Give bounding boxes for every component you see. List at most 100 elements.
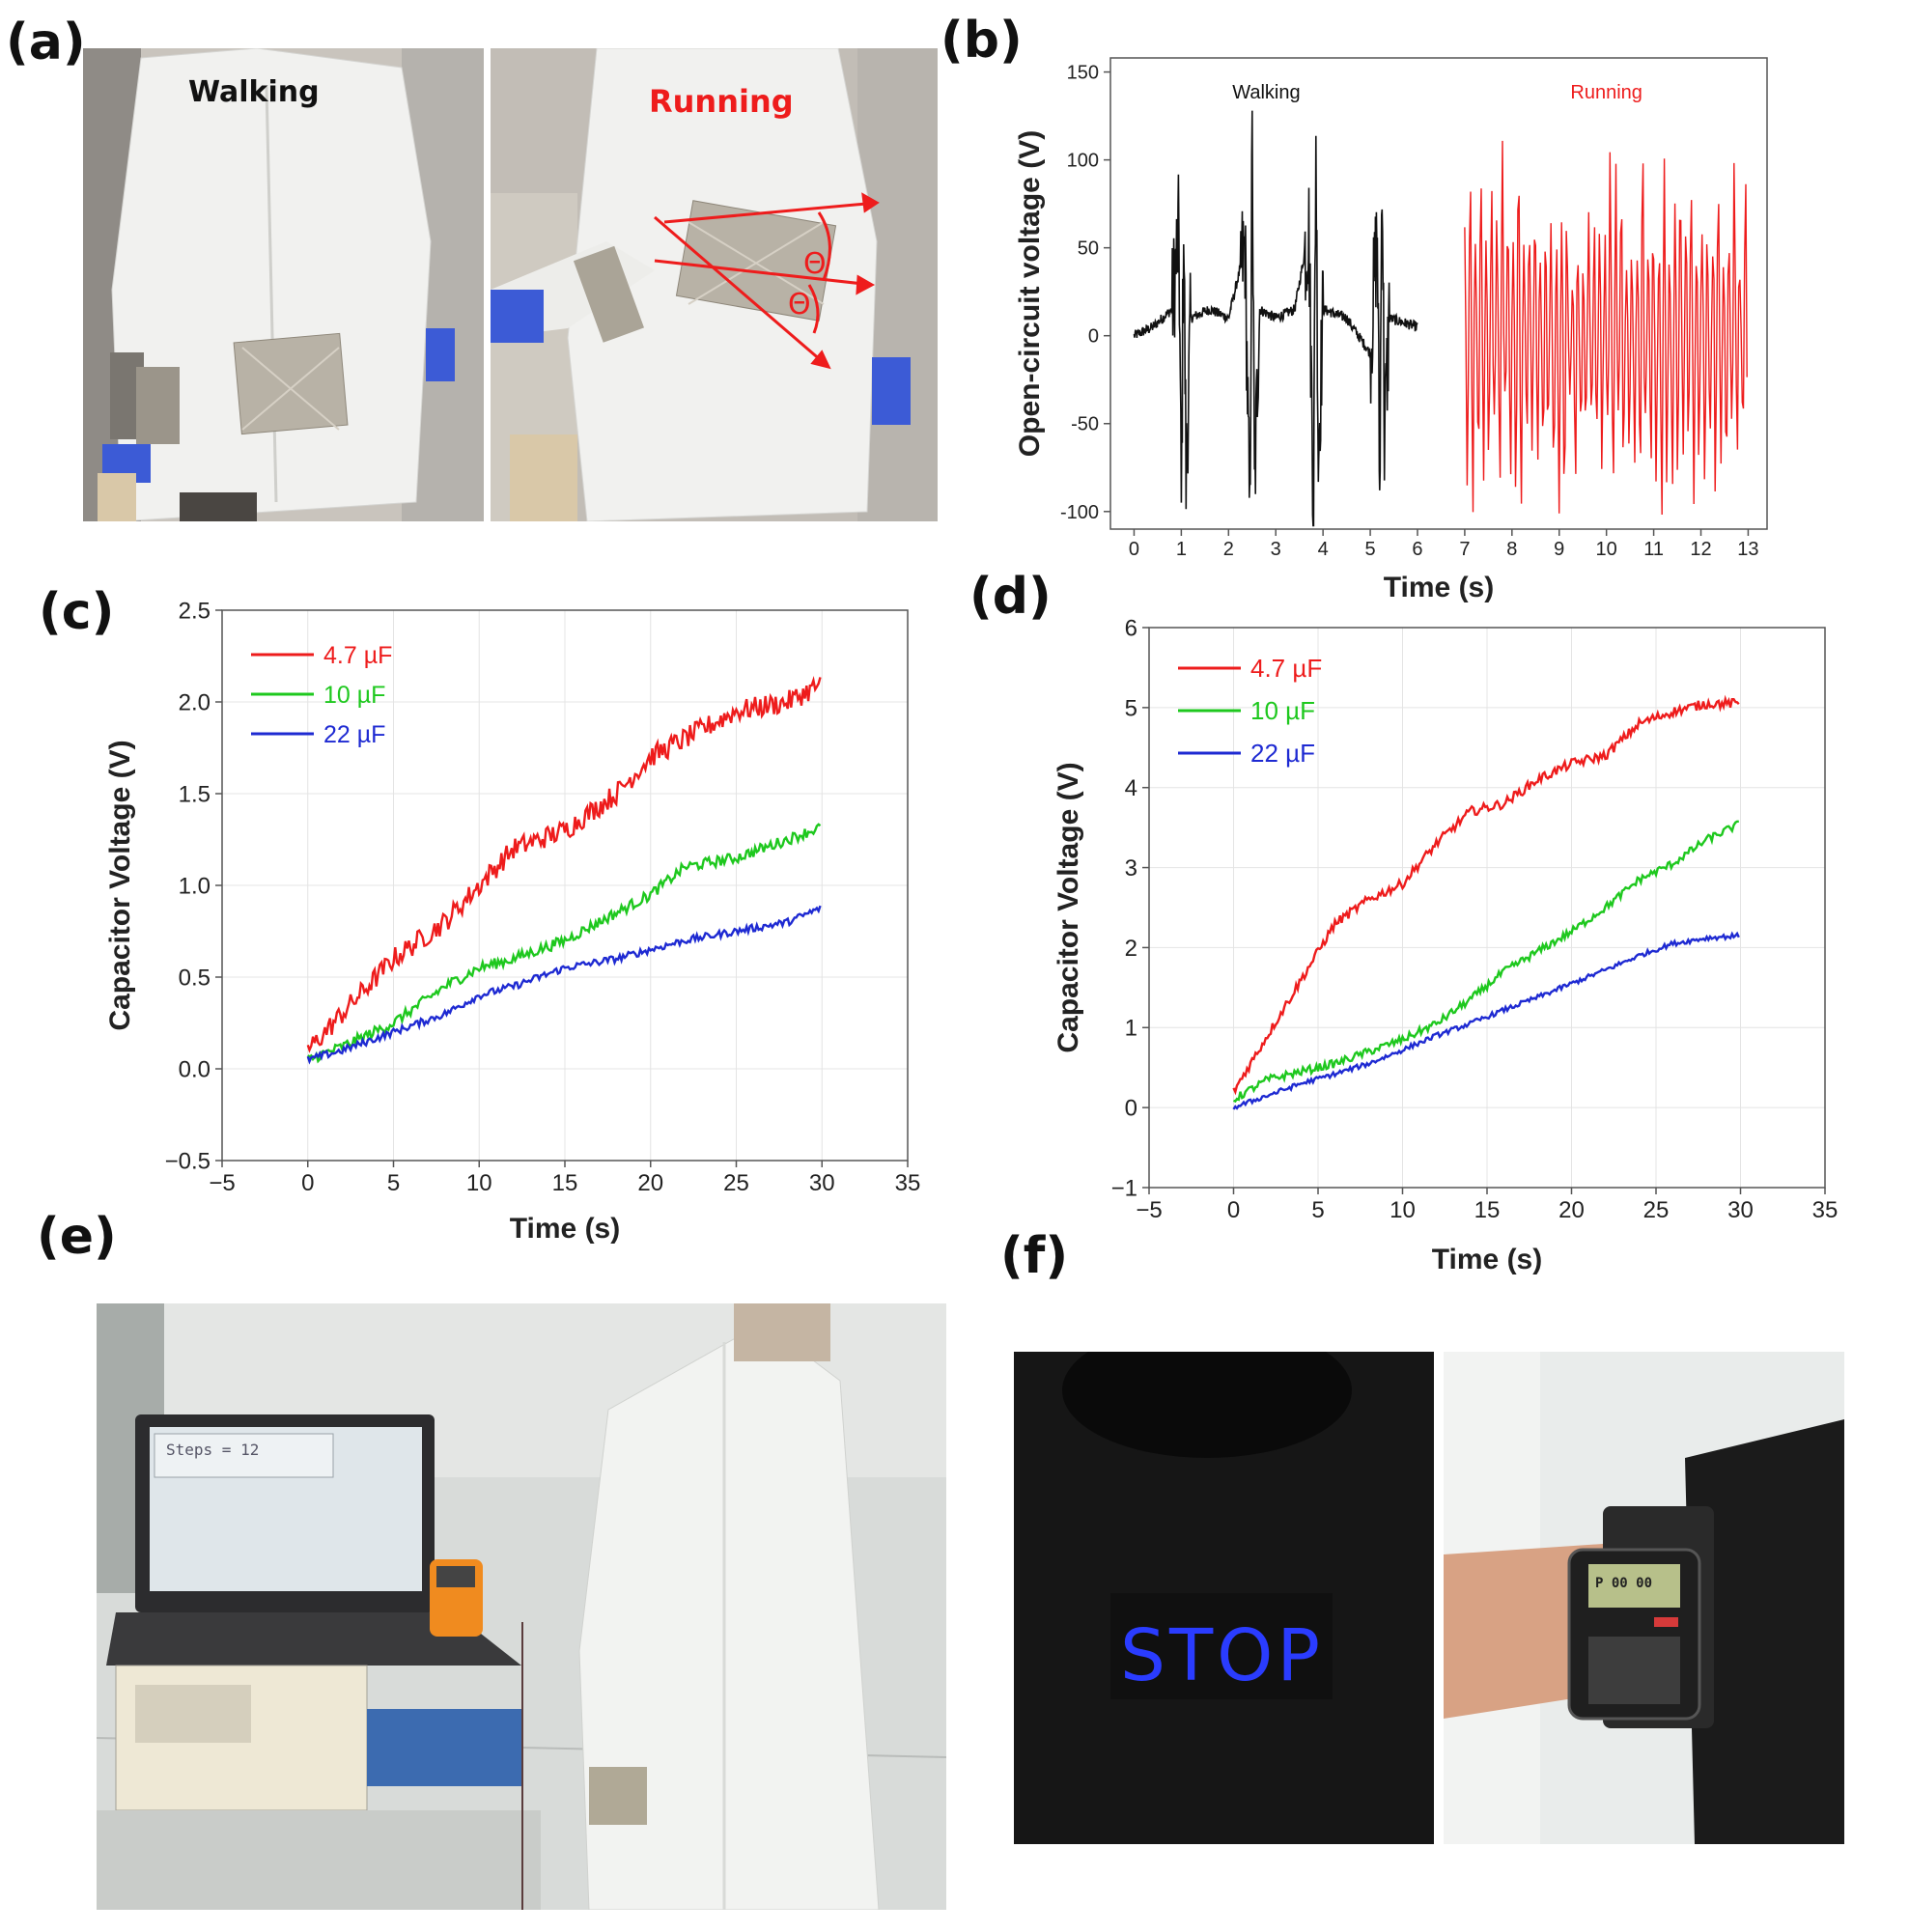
panel-label-d: (d) xyxy=(969,568,1052,626)
calculator-watch xyxy=(1567,1548,1701,1721)
x-tick-label: 0 xyxy=(1129,539,1139,560)
y-tick-label: −1 xyxy=(1111,1175,1137,1201)
y-tick-label: -100 xyxy=(1060,502,1099,523)
panel-label-a: (a) xyxy=(6,14,86,71)
x-tick-label: 13 xyxy=(1737,539,1758,560)
y-tick-label: 50 xyxy=(1078,238,1099,260)
y-tick-label: 5 xyxy=(1125,695,1137,721)
x-tick-label: 7 xyxy=(1459,539,1470,560)
x-tick-label: 6 xyxy=(1412,539,1422,560)
led-display-photo xyxy=(1014,1352,1434,1844)
panel-label-e: (e) xyxy=(37,1208,117,1266)
x-tick-label: 10 xyxy=(1596,539,1617,560)
y-tick-label: 2.0 xyxy=(179,689,211,715)
x-axis-title: Time (s) xyxy=(1432,1244,1542,1275)
open-circuit-voltage-chart: 0 1 2 3 4 5 6 7 8 9 10 11 12 13 -100 -50 0 50 100 150 Time (… xyxy=(1004,39,1806,608)
x-tick-label: 1 xyxy=(1176,539,1187,560)
y-tick-label: 0.0 xyxy=(179,1056,211,1082)
running-photo xyxy=(491,48,938,521)
series-line-0 xyxy=(306,676,822,1053)
x-tick-label: 4 xyxy=(1318,539,1329,560)
series-walking-line xyxy=(1133,110,1418,527)
series-line-2 xyxy=(1232,931,1740,1110)
x-tick-label: 11 xyxy=(1643,539,1664,560)
x-tick-label: −5 xyxy=(209,1170,235,1196)
walking-label: Walking xyxy=(188,75,320,109)
y-tick-label: 3 xyxy=(1125,855,1137,882)
angle-symbol-lower: Θ xyxy=(788,288,811,322)
x-tick-label: 12 xyxy=(1690,539,1711,560)
x-tick-label: 35 xyxy=(895,1170,921,1196)
panel-label-b: (b) xyxy=(940,12,1023,70)
y-tick-label: 1.5 xyxy=(179,781,211,807)
legend-label-2: 22 µF xyxy=(323,721,385,748)
x-tick-label: 10 xyxy=(1390,1197,1416,1223)
x-tick-label: 30 xyxy=(809,1170,835,1196)
plot-frame xyxy=(1109,57,1768,530)
x-tick-label: 20 xyxy=(1558,1197,1585,1223)
y-tick-label: 0 xyxy=(1125,1096,1137,1122)
x-axis-title: Time (s) xyxy=(510,1213,620,1245)
y-tick-label: 0 xyxy=(1088,326,1099,348)
series-line-1 xyxy=(1233,820,1739,1104)
step-counter-setup-photo xyxy=(97,1303,946,1910)
x-tick-label: 10 xyxy=(466,1170,492,1196)
x-tick-label: 20 xyxy=(637,1170,663,1196)
y-tick-label: -50 xyxy=(1071,414,1099,435)
x-tick-label: 2 xyxy=(1223,539,1234,560)
panel-label-c: (c) xyxy=(39,583,115,641)
annotation-running: Running xyxy=(1570,82,1642,103)
x-tick-label: 25 xyxy=(1643,1197,1670,1223)
series-running-line xyxy=(1464,140,1748,516)
y-tick-label: −0.5 xyxy=(165,1148,211,1174)
y-tick-label: 6 xyxy=(1125,618,1137,641)
y-axis-title: Capacitor Voltage (V) xyxy=(1053,762,1084,1052)
led-stop-text: STOP xyxy=(1120,1614,1325,1697)
legend-label-2: 22 µF xyxy=(1250,739,1315,768)
y-tick-label: 150 xyxy=(1067,63,1099,84)
capacitor-charging-walking-chart: −5 0 5 10 15 20 25 30 35 −0.5 0.0 0.5 1.0 1.5 2.0 2.5 Ti… xyxy=(97,597,956,1253)
bending-angle-arrows xyxy=(654,192,880,370)
y-tick-label: 1.0 xyxy=(179,873,211,899)
panel-label-f: (f) xyxy=(1000,1227,1069,1285)
x-tick-label: 15 xyxy=(1474,1197,1501,1223)
multimeter xyxy=(430,1559,483,1637)
watch-display-text: P 00 00 xyxy=(1595,1576,1653,1591)
y-tick-label: 2 xyxy=(1125,936,1137,962)
x-tick-label: 15 xyxy=(552,1170,578,1196)
y-axis-title: Capacitor Voltage (V) xyxy=(104,740,136,1030)
x-tick-label: 25 xyxy=(723,1170,749,1196)
series-line-0 xyxy=(1232,694,1740,1096)
x-tick-label: 30 xyxy=(1727,1197,1754,1223)
y-tick-label: 100 xyxy=(1067,151,1099,172)
capacitor-charging-running-chart: −5 0 5 10 15 20 25 30 35 −1 0 1 2 3 4 5 6 Time (s) Capacit… xyxy=(1043,618,1893,1284)
y-tick-label: 4 xyxy=(1125,775,1137,801)
laptop-screen-text: Steps = 12 xyxy=(166,1441,260,1459)
x-tick-label: 0 xyxy=(1227,1197,1240,1223)
x-tick-label: 35 xyxy=(1812,1197,1839,1223)
x-tick-label: 3 xyxy=(1271,539,1281,560)
y-tick-label: 2.5 xyxy=(179,598,211,624)
series-line-1 xyxy=(307,823,822,1064)
x-axis-title: Time (s) xyxy=(1384,572,1494,603)
annotation-walking: Walking xyxy=(1232,82,1300,103)
wristwatch-photo xyxy=(1444,1352,1844,1844)
x-tick-label: 5 xyxy=(387,1170,400,1196)
legend-label-1: 10 µF xyxy=(1250,696,1315,725)
laptop xyxy=(106,1414,521,1666)
walking-photo xyxy=(83,48,484,521)
x-tick-label: −5 xyxy=(1136,1197,1162,1223)
legend-label-0: 4.7 µF xyxy=(1250,654,1322,683)
textile-teng-patch xyxy=(233,332,349,435)
legend-label-0: 4.7 µF xyxy=(323,642,392,669)
x-tick-label: 8 xyxy=(1506,539,1517,560)
y-tick-label: 0.5 xyxy=(179,965,211,991)
angle-symbol-upper: Θ xyxy=(803,247,827,281)
x-tick-label: 5 xyxy=(1365,539,1376,560)
legend-label-1: 10 µF xyxy=(323,682,385,709)
series-line-2 xyxy=(306,905,822,1065)
y-tick-label: 1 xyxy=(1125,1016,1137,1042)
y-axis-title: Open-circuit voltage (V) xyxy=(1014,130,1046,457)
running-label: Running xyxy=(649,83,794,120)
x-tick-label: 9 xyxy=(1554,539,1564,560)
